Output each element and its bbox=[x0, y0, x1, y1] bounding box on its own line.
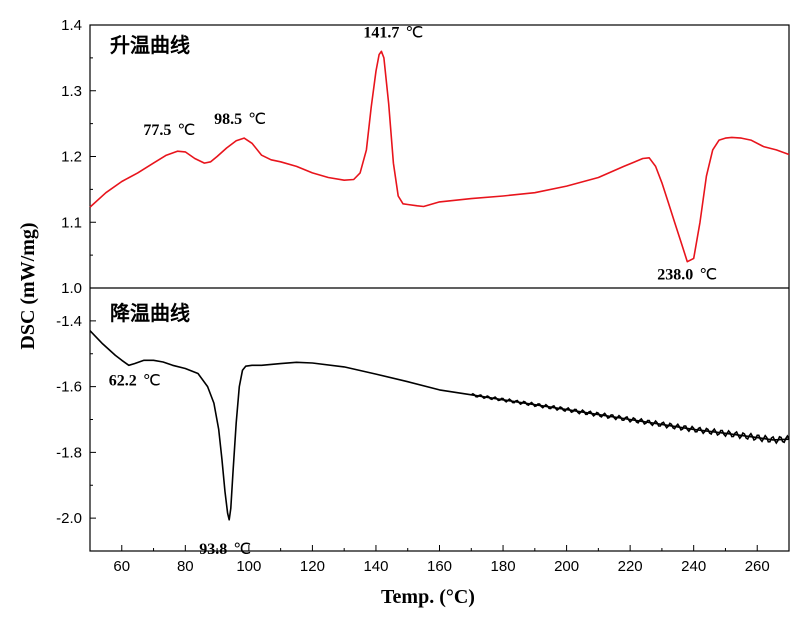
peak-unit: ℃ bbox=[177, 122, 195, 139]
y-tick-label: 1.2 bbox=[61, 149, 82, 166]
x-tick-label: 220 bbox=[618, 558, 643, 575]
x-tick-label: 100 bbox=[236, 558, 261, 575]
x-tick-label: 240 bbox=[681, 558, 706, 575]
panel-label-cooling: 降温曲线 bbox=[110, 301, 190, 325]
axes: 60 80 100 120 140 160 180 200 220 240 260 1.0 1.1 1.2… bbox=[56, 17, 790, 575]
x-tick-label: 180 bbox=[491, 558, 516, 575]
peak-value: 77.5 bbox=[143, 122, 171, 139]
x-tick-label: 260 bbox=[745, 558, 770, 575]
x-tick-label: 120 bbox=[300, 558, 325, 575]
y-tick-label: 1.0 bbox=[61, 280, 82, 297]
y-tick-label: 1.4 bbox=[61, 17, 82, 34]
peak-label: 238.0 ℃ bbox=[657, 267, 717, 284]
x-tick-label: 200 bbox=[554, 558, 579, 575]
heating-curve bbox=[89, 50, 790, 263]
y-tick-label: -1.6 bbox=[56, 379, 82, 396]
x-tick-label: 160 bbox=[427, 558, 452, 575]
peak-value: 238.0 bbox=[657, 267, 693, 284]
peak-label: 141.7 ℃ bbox=[363, 24, 423, 41]
peak-annotations: 77.5 ℃ 98.5 ℃ 141.7 ℃ 238.0 ℃ 62.2 ℃ 93.8 ℃ bbox=[109, 24, 717, 558]
y-tick-label: -1.8 bbox=[56, 444, 82, 461]
peak-unit: ℃ bbox=[699, 267, 717, 284]
peak-value: 62.2 bbox=[109, 372, 137, 389]
peak-unit: ℃ bbox=[143, 372, 161, 389]
peak-unit: ℃ bbox=[233, 541, 251, 558]
peak-unit: ℃ bbox=[405, 24, 423, 41]
y-tick-label: 1.3 bbox=[61, 83, 82, 100]
x-tick-label: 140 bbox=[363, 558, 388, 575]
x-tick-label: 60 bbox=[113, 558, 130, 575]
y-axis-title: DSC (mW/mg) bbox=[17, 222, 39, 349]
x-axis-title: Temp. (°C) bbox=[381, 586, 475, 608]
cooling-curve bbox=[89, 330, 790, 521]
panel-label-heating: 升温曲线 bbox=[110, 33, 190, 57]
peak-label: 77.5 ℃ bbox=[143, 122, 195, 139]
series-layer bbox=[89, 50, 790, 521]
x-tick-label: 80 bbox=[177, 558, 194, 575]
peak-value: 141.7 bbox=[363, 24, 399, 41]
cooling-curve-ripple bbox=[470, 392, 790, 445]
y-tick-label: 1.1 bbox=[61, 214, 82, 231]
peak-label: 62.2 ℃ bbox=[109, 372, 161, 389]
y-tick-label: -1.4 bbox=[56, 313, 82, 330]
peak-unit: ℃ bbox=[248, 111, 266, 128]
peak-label: 98.5 ℃ bbox=[214, 111, 266, 128]
peak-value: 98.5 bbox=[214, 111, 242, 128]
peak-value: 93.8 bbox=[199, 541, 227, 558]
y-tick-label: -2.0 bbox=[56, 510, 82, 527]
labels: 升温曲线 降温曲线 Temp. (°C) DSC (mW/mg) bbox=[17, 33, 475, 608]
peak-label: 93.8 ℃ bbox=[199, 541, 251, 558]
